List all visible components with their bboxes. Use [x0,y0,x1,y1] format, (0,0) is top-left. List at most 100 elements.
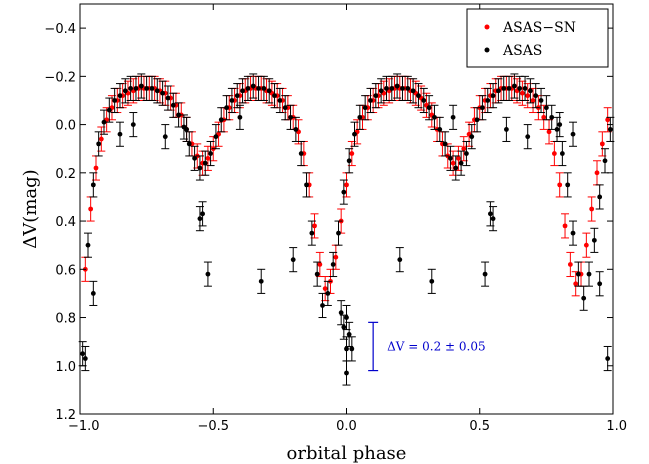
asas-point [591,237,597,243]
asas-point [290,257,296,263]
legend: ASAS−SN ASAS [466,8,609,68]
asas-point [400,86,405,91]
asas-point [117,93,123,99]
asas-sn-point [317,262,323,267]
asas-point [325,291,331,296]
asas-point [490,93,496,99]
asas-point [90,291,96,296]
asas-point [197,216,203,222]
asas-point [384,86,389,91]
asas-point [389,86,395,91]
asas-point [352,131,357,137]
asas-point [200,211,205,217]
asas-point [314,271,320,277]
asas-point [464,151,469,156]
asas-point [106,107,112,113]
asas-point [192,155,197,161]
asas-point [160,90,166,96]
asas-point [330,262,336,267]
y-tick-label: 0.2 [55,167,76,182]
asas-point [266,88,272,94]
asas-point [346,332,352,337]
asas-point [162,134,168,140]
legend-box [466,8,609,68]
asas-point [80,351,86,357]
asas-point [527,88,533,94]
x-axis-label: orbital phase [287,443,407,464]
legend-marker-asas-sn [484,24,490,30]
asas-sn-point [573,281,579,287]
asas-point [208,151,213,156]
asas-point [565,182,571,188]
asas-point [133,86,139,91]
asas-point [549,114,555,120]
asas-point [421,98,427,103]
asas-point [149,86,155,91]
asas-sn-point [599,141,605,147]
y-axis-label: ΔV(mag) [20,169,41,248]
asas-point [575,271,581,277]
x-tick-label: 1.0 [606,419,627,434]
asas-point [482,271,488,277]
legend-label-asas-sn: ASAS−SN [502,20,576,36]
asas-point [504,127,509,132]
asas-point [205,271,211,277]
y-tick-label: 0.6 [55,263,76,278]
asas-point [602,158,608,164]
asas-point [101,119,107,125]
asas-point [154,88,160,94]
asas-point [378,88,384,94]
asas-point [309,230,315,236]
asas-point [144,86,150,91]
asas-sn-point [450,160,456,166]
asas-point [112,98,118,103]
asas-point [474,117,480,123]
asas-point [581,295,587,301]
asas-point [293,127,299,132]
asas-point [362,105,368,111]
asas-point [543,105,549,111]
asas-sn-point [562,223,568,229]
y-tick-label: −0.4 [44,22,76,37]
asas-point [450,114,456,120]
asas-sn-point [567,262,573,267]
y-tick-label: 0.0 [55,119,76,134]
asas-point [559,151,565,156]
asas-point [344,370,349,376]
asas-point [458,160,464,166]
asas-point [394,83,400,89]
asas-point [480,105,485,111]
asas-point [261,86,267,91]
asas-point [349,346,355,352]
annotation: ΔV = 0.2 ± 0.05 [368,321,486,372]
asas-sn-point [93,165,99,171]
asas-point [437,127,443,132]
asas-point [277,98,283,103]
asas-point [272,93,277,99]
asas-sn-point [322,286,328,291]
asas-point [522,86,528,91]
asas-point [405,86,411,91]
y-tick-label: 0.4 [55,215,76,230]
asas-point [570,131,576,137]
x-tick-label: −0.5 [197,419,229,434]
asas-point [240,88,245,94]
asas-point [128,86,134,91]
asas-point [229,98,235,103]
asas-point [533,93,539,99]
asas-sn-point [312,223,317,229]
asas-point [607,127,613,132]
y-tick-label: 0.8 [55,312,76,327]
asas-point [258,278,264,284]
asas-sn-point [541,114,547,120]
asas-sn-point [589,206,595,212]
axis-ticks: −1.0 −0.5 0.0 0.5 1.0 −0.4 −0.2 0.0 0.2 0.4 0.6 0.8… [44,4,627,434]
data-marks [78,73,615,386]
asas-point [517,86,523,91]
asas-point [453,165,459,171]
asas-point [130,122,136,127]
asas-point [373,93,379,99]
asas-point [341,189,347,195]
asas-sn-point [98,136,104,142]
